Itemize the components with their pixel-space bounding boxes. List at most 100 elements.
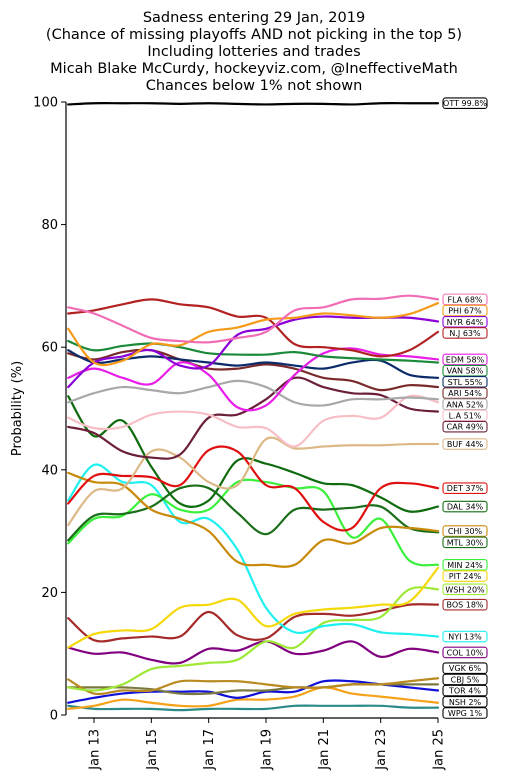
series-line-car: [67, 376, 440, 460]
end-label-car: CAR 49%: [447, 423, 484, 432]
title-line-1: (Chance of missing playoffs AND not pick…: [46, 27, 462, 43]
series-line-ari: [67, 348, 440, 392]
end-label-box-ari: [442, 387, 488, 399]
end-label-box-car: [442, 420, 488, 433]
end-label-box-ana: [442, 398, 488, 411]
end-label-vgk: VGK 6%: [449, 664, 482, 673]
end-label-dal: DAL 34%: [447, 503, 484, 512]
y-tick-label-20: 20: [41, 586, 58, 601]
series-line-edm: [67, 347, 440, 412]
series-line-wpg: [67, 704, 440, 712]
end-label-box-mtl: [442, 536, 488, 549]
y-tick-label-80: 80: [41, 218, 58, 233]
y-tick-label-40: 40: [41, 463, 58, 478]
end-label-min: MIN 24%: [447, 561, 483, 570]
end-label-box-pit: [442, 570, 488, 582]
end-label-stl: STL 55%: [448, 378, 483, 387]
y-tick-label-60: 60: [41, 341, 58, 356]
end-label-box-buf: [442, 438, 488, 450]
end-label-box-ott: [442, 97, 488, 110]
end-label-box-cbj: [442, 673, 488, 686]
series-line-pit: [67, 566, 440, 649]
chart-title: Sadness entering 29 Jan, 2019(Chance of …: [46, 10, 462, 94]
end-label-box-dal: [442, 500, 488, 513]
end-label-box-phi: [442, 304, 488, 317]
end-label-box-nsh: [442, 695, 488, 708]
series-line-mtl: [67, 484, 440, 542]
end-label-box-wpg: [442, 707, 488, 719]
series-line-dal: [67, 395, 440, 513]
x-tick-label-13: Jan 13: [88, 729, 103, 771]
end-label-box-van: [442, 364, 488, 377]
series-line-buf: [67, 436, 440, 527]
x-tick-label-17: Jan 17: [202, 729, 217, 771]
end-labels: OTT 99.8% FLA 68% PHI 67% NYR 64% N.J 63% EDM…: [442, 97, 488, 719]
end-label-bos: BOS 18%: [446, 601, 483, 610]
end-label-box-col: [442, 646, 488, 659]
end-label-nyi: NYI 13%: [448, 633, 482, 642]
axes: 0 20 40 60 80 100 Probability (%) Jan 13 Jan 15 J…: [10, 96, 447, 771]
end-label-box-chi: [442, 525, 488, 537]
end-label-buf: BUF 44%: [447, 440, 484, 449]
end-label-la: L.A 51%: [449, 411, 482, 420]
series-line-van: [67, 339, 440, 364]
end-label-wpg: WPG 1%: [448, 709, 483, 718]
series-line-wsh: [67, 586, 440, 692]
title-line-2: Including lotteries and trades: [147, 44, 360, 60]
end-label-fla: FLA 68%: [447, 295, 482, 304]
end-label-van: VAN 58%: [447, 367, 484, 376]
title-line-3: Micah Blake McCurdy, hockeyviz.com, @Ine…: [50, 61, 458, 77]
series-line-nyi: [67, 463, 440, 638]
series-line-fla: [67, 294, 440, 344]
end-label-nj: N.J 63%: [449, 329, 481, 338]
series-line-min: [67, 478, 440, 567]
series-line-vgk: [67, 677, 440, 696]
y-axis-label: Probability (%): [10, 361, 25, 456]
end-label-box-bos: [442, 598, 488, 611]
end-label-phi: PHI 67%: [448, 307, 482, 316]
end-label-mtl: MTL 30%: [447, 538, 484, 547]
x-tick-label-21: Jan 21: [317, 729, 332, 771]
end-label-pit: PIT 24%: [449, 572, 482, 581]
title-line-4: Chances below 1% not shown: [146, 78, 363, 94]
end-label-box-la: [442, 409, 488, 422]
series-line-ana: [67, 379, 440, 407]
end-label-box-nyi: [442, 630, 488, 643]
series-line-nsh: [67, 686, 440, 710]
end-label-chi: CHI 30%: [448, 527, 483, 536]
end-label-col: COL 10%: [447, 648, 484, 657]
y-tick-label-100: 100: [33, 96, 58, 111]
x-tick-label-25: Jan 25: [432, 729, 447, 771]
series-line-ott: [67, 102, 440, 106]
end-label-box-vgk: [442, 662, 488, 675]
end-label-edm: EDM 58%: [446, 355, 485, 364]
series-line-phi: [67, 301, 440, 367]
end-label-box-nyr: [442, 315, 488, 328]
series-line-det: [67, 445, 440, 532]
end-label-box-edm: [442, 353, 488, 366]
series-lines: [67, 102, 440, 712]
end-label-ana: ANA 52%: [446, 400, 484, 409]
end-label-box-fla: [442, 293, 488, 306]
end-label-box-stl: [442, 376, 488, 388]
series-line-la: [67, 394, 440, 448]
series-line-bos: [67, 603, 440, 643]
end-label-ari: ARI 54%: [448, 389, 482, 398]
title-line-0: Sadness entering 29 Jan, 2019: [143, 10, 365, 26]
x-tick-label-15: Jan 15: [145, 729, 160, 771]
end-label-tor: TOR 4%: [448, 687, 481, 696]
end-label-box-nj: [442, 327, 488, 339]
series-line-col: [67, 640, 440, 665]
end-label-wsh: WSH 20%: [445, 585, 485, 594]
series-line-nj: [67, 298, 440, 358]
end-label-ott: OTT 99.8%: [443, 99, 487, 108]
end-label-box-det: [442, 482, 488, 494]
y-tick-label-0: 0: [50, 709, 58, 724]
end-label-box-wsh: [442, 583, 488, 596]
end-label-nyr: NYR 64%: [447, 318, 484, 327]
x-tick-label-19: Jan 19: [260, 729, 275, 771]
end-label-box-tor: [442, 684, 488, 697]
end-label-det: DET 37%: [447, 484, 484, 493]
